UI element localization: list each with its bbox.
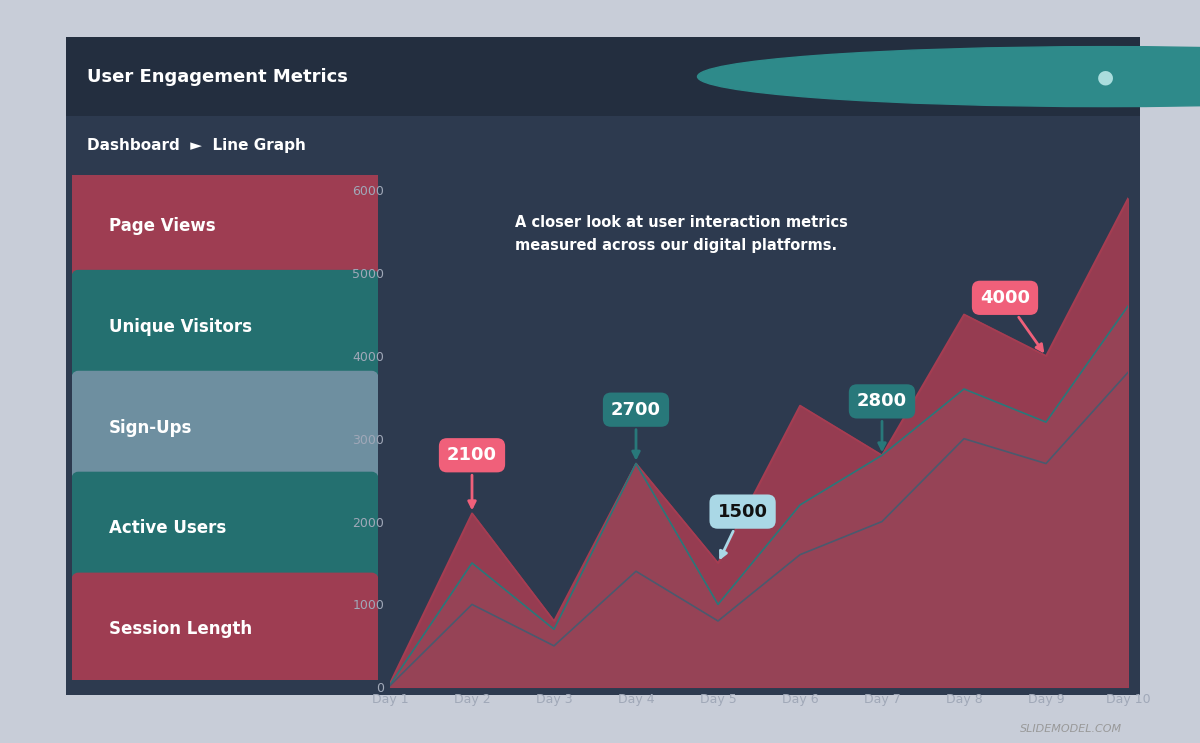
Text: SLIDEMODEL.COM: SLIDEMODEL.COM (1020, 724, 1122, 734)
FancyBboxPatch shape (71, 371, 379, 484)
Text: Session Length: Session Length (109, 620, 252, 638)
FancyBboxPatch shape (71, 169, 379, 282)
Text: 4000: 4000 (980, 289, 1043, 351)
FancyBboxPatch shape (71, 573, 379, 686)
Text: Unique Visitors: Unique Visitors (109, 317, 252, 336)
Text: Sign-Ups: Sign-Ups (109, 418, 192, 437)
FancyBboxPatch shape (71, 472, 379, 585)
Text: A closer look at user interaction metrics
measured across our digital platforms.: A closer look at user interaction metric… (516, 215, 848, 253)
Text: 2100: 2100 (446, 447, 497, 507)
Text: Page Views: Page Views (109, 217, 215, 235)
Text: 2800: 2800 (857, 392, 907, 450)
Text: 1500: 1500 (718, 502, 768, 558)
Text: User Engagement Metrics: User Engagement Metrics (88, 68, 348, 85)
Circle shape (697, 47, 1200, 106)
Text: Active Users: Active Users (109, 519, 226, 537)
Text: 2700: 2700 (611, 400, 661, 458)
Text: Prepared by Analytics Team: Prepared by Analytics Team (968, 69, 1200, 84)
Text: Dashboard  ►  Line Graph: Dashboard ► Line Graph (88, 138, 306, 153)
FancyBboxPatch shape (71, 270, 379, 383)
Text: ●: ● (1097, 67, 1114, 86)
